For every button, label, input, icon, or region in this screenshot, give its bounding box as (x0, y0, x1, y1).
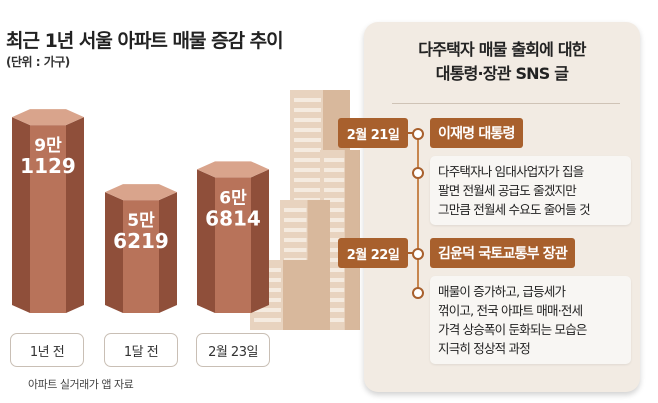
building-window (284, 218, 307, 222)
bar-side (197, 169, 215, 313)
building-window (324, 258, 345, 262)
building-side (307, 200, 330, 330)
building-window (294, 118, 321, 122)
date-badge: 2월 21일 (338, 118, 408, 148)
category-label: 1년 전 (10, 333, 84, 367)
building-window (324, 228, 345, 232)
building-window (324, 168, 345, 172)
bar-side (159, 192, 177, 313)
building-window (294, 98, 321, 102)
quote-box: 다주택자나 임대사업자가 집을 팔면 전월세 공급도 줄겠지만 그만큼 전월세 수요… (430, 156, 631, 225)
bar-side (12, 117, 30, 313)
building-window (324, 288, 345, 292)
timeline-dot (412, 167, 424, 179)
timeline-line (417, 135, 419, 295)
connector (408, 132, 414, 134)
timeline-dot (412, 128, 424, 140)
quote-box: 매물이 증가하고, 급등세가 꺾이고, 전국 아파트 매매·전세 가격 상승폭이 둔… (430, 276, 631, 364)
bar-side (105, 192, 123, 313)
building-window (324, 248, 345, 252)
building-window (294, 148, 321, 152)
panel-title: 다주택자 매물 출회에 대한 대통령·장관 SNS 글 (418, 40, 586, 83)
building-window (324, 208, 345, 212)
building-window (324, 198, 345, 202)
category-label: 1달 전 (104, 333, 178, 367)
speaker-badge: 이재명 대통령 (430, 118, 523, 148)
building-window (324, 278, 345, 282)
source-note: 아파트 실거래가 앱 자료 (28, 378, 134, 391)
timeline-dot (412, 248, 424, 260)
building-window (294, 138, 321, 142)
building-window (284, 248, 307, 252)
bar-side (66, 117, 84, 313)
building-window (324, 188, 345, 192)
building-window (254, 308, 281, 312)
building-window (294, 158, 321, 162)
building-window (324, 308, 345, 312)
building-window (294, 188, 321, 192)
bar (123, 200, 159, 313)
data-label: 9만 (34, 136, 62, 156)
bar (30, 125, 66, 313)
divider (392, 103, 620, 104)
date-badge: 2월 22일 (338, 238, 408, 268)
building-window (324, 238, 345, 242)
building-window (294, 178, 321, 182)
building-window (294, 108, 321, 112)
bar-top (12, 109, 84, 126)
building-window (324, 318, 345, 322)
speaker-badge: 김윤덕 국토교통부 장관 (430, 238, 575, 268)
building-window (324, 178, 345, 182)
building-window (284, 208, 307, 212)
bar (215, 177, 251, 313)
connector (408, 252, 414, 254)
building-side (283, 260, 310, 330)
category-label: 2월 23일 (196, 333, 270, 367)
building-window (324, 158, 345, 162)
data-label: 6219 (113, 229, 169, 253)
building-window (324, 268, 345, 272)
building-window (254, 318, 281, 322)
building-window (284, 238, 307, 242)
data-label: 5만 (127, 211, 155, 231)
building-window (324, 218, 345, 222)
chart-title: 최근 1년 서울 아파트 매물 증감 추이 (6, 30, 284, 52)
building-window (284, 228, 307, 232)
bar-top (197, 161, 269, 178)
bar-side (251, 169, 269, 313)
building-window (324, 298, 345, 302)
building-window (294, 128, 321, 132)
data-label: 1129 (20, 154, 76, 178)
bar-top (105, 184, 177, 201)
building-window (294, 168, 321, 172)
timeline-dot (412, 287, 424, 299)
unit-label: (단위 : 가구) (6, 55, 70, 69)
data-label: 6814 (205, 206, 261, 230)
data-label: 6만 (219, 188, 247, 208)
